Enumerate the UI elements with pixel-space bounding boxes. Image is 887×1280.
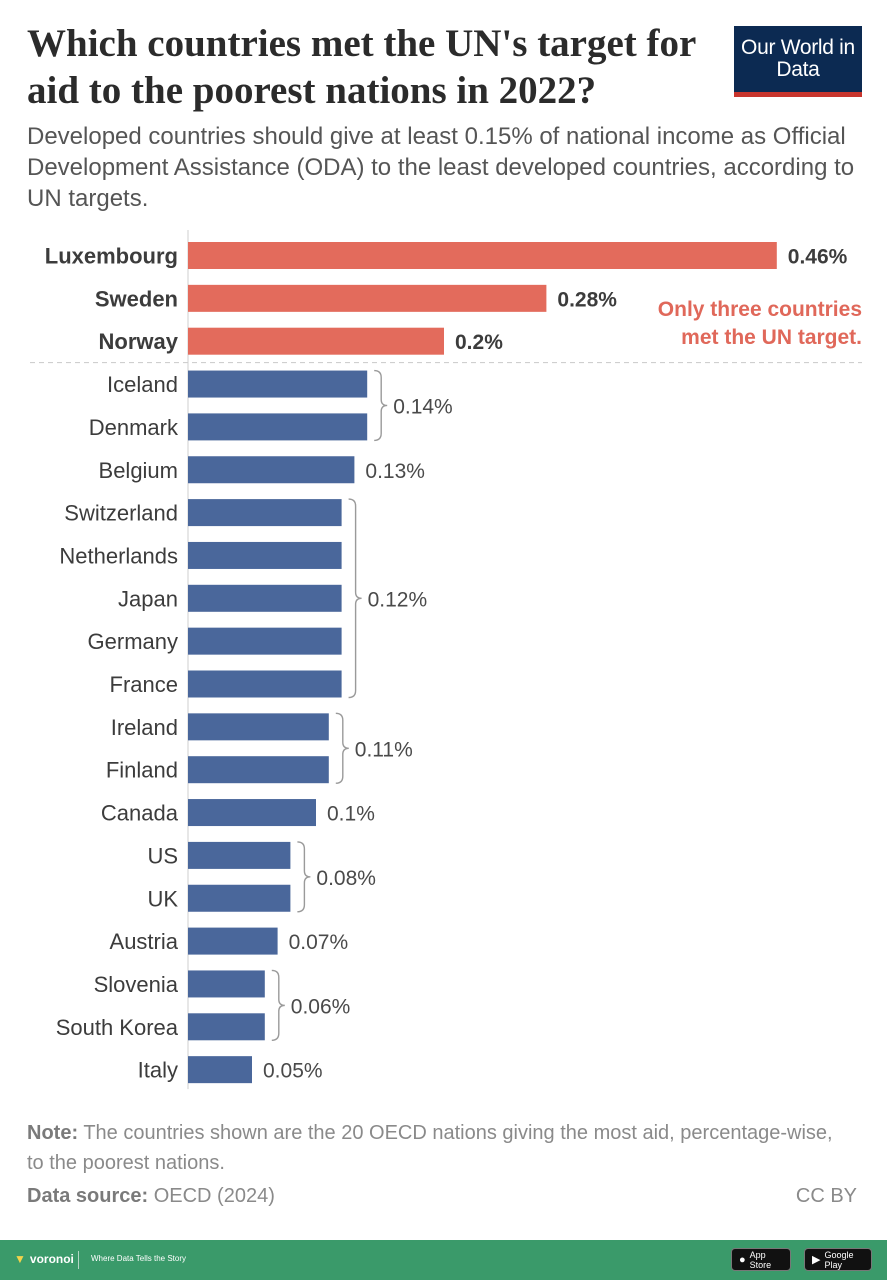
note-text: The countries shown are the 20 OECD nati… bbox=[27, 1122, 833, 1174]
bar-norway bbox=[188, 327, 444, 355]
voronoi-brand[interactable]: ▼ voronoi bbox=[14, 1252, 74, 1266]
bar-netherlands bbox=[188, 541, 342, 569]
bar-finland bbox=[188, 756, 329, 784]
category-label: South Korea bbox=[56, 1015, 179, 1040]
bar-italy bbox=[188, 1056, 252, 1084]
bar-ireland bbox=[188, 713, 329, 741]
group-brace bbox=[335, 712, 349, 784]
category-label: Denmark bbox=[89, 415, 179, 440]
category-label: Slovenia bbox=[94, 972, 179, 997]
bar-canada bbox=[188, 799, 316, 827]
apple-icon: ● bbox=[739, 1253, 746, 1266]
google-play-label: Google Play bbox=[824, 1249, 854, 1270]
footer-tagline: Where Data Tells the Story bbox=[91, 1254, 187, 1263]
value-label: 0.07% bbox=[289, 931, 349, 954]
bar-slovenia bbox=[188, 970, 265, 998]
category-label: Ireland bbox=[111, 715, 178, 740]
app-store-button[interactable]: ● App Store bbox=[731, 1248, 791, 1271]
owid-logo[interactable]: Our World in Data bbox=[734, 26, 862, 97]
value-label: 0.05% bbox=[263, 1060, 323, 1083]
category-label: Canada bbox=[101, 801, 179, 826]
annotation-line: met the UN target. bbox=[681, 326, 862, 349]
bar-sweden bbox=[188, 284, 547, 312]
category-label: Japan bbox=[118, 586, 178, 611]
value-label: 0.2% bbox=[455, 331, 503, 354]
category-label: Norway bbox=[99, 329, 179, 354]
voronoi-logo-icon: ▼ bbox=[14, 1252, 26, 1266]
data-source: Data source: OECD (2024) bbox=[27, 1185, 275, 1208]
value-label: 0.11% bbox=[355, 738, 413, 761]
bar-denmark bbox=[188, 413, 368, 441]
category-label: US bbox=[147, 843, 178, 868]
source-label: Data source: bbox=[27, 1185, 149, 1207]
category-label: Germany bbox=[88, 629, 178, 654]
app-store-label: App Store bbox=[749, 1249, 772, 1270]
group-brace bbox=[374, 369, 388, 442]
category-label: Finland bbox=[106, 758, 178, 783]
category-label: Luxembourg bbox=[45, 244, 178, 269]
group-brace bbox=[271, 969, 285, 1041]
value-label: 0.28% bbox=[557, 288, 617, 311]
note-label: Note: bbox=[27, 1122, 79, 1144]
category-label: France bbox=[110, 672, 178, 697]
category-label: Austria bbox=[110, 929, 179, 954]
chart-title: Which countries met the UN's target for … bbox=[27, 22, 696, 112]
footer-divider bbox=[78, 1251, 79, 1269]
value-label: 0.06% bbox=[291, 995, 351, 1018]
bar-south-korea bbox=[188, 1013, 265, 1041]
category-label: Switzerland bbox=[64, 501, 178, 526]
value-label: 0.12% bbox=[368, 588, 428, 611]
annotation-line: Only three countries bbox=[658, 298, 862, 321]
bar-germany bbox=[188, 627, 342, 655]
category-label: Sweden bbox=[95, 286, 178, 311]
category-label: Italy bbox=[138, 1058, 178, 1083]
bar-us bbox=[188, 841, 291, 869]
play-icon: ▶ bbox=[812, 1254, 821, 1266]
license-label: CC BY bbox=[795, 1185, 857, 1207]
bar-chart: Luxembourg Sweden Norway Iceland Denmark Belg… bbox=[30, 230, 862, 1090]
value-label: 0.08% bbox=[316, 867, 376, 890]
group-brace bbox=[297, 841, 311, 913]
bar-france bbox=[188, 670, 342, 698]
group-brace bbox=[348, 498, 362, 699]
bar-uk bbox=[188, 884, 291, 912]
bar-iceland bbox=[188, 370, 368, 398]
bar-switzerland bbox=[188, 499, 342, 527]
chart-subtitle: Developed countries should give at least… bbox=[27, 123, 855, 212]
bar-luxembourg bbox=[188, 242, 777, 269]
chart-note: Note: The countries shown are the 20 OEC… bbox=[27, 1118, 847, 1178]
category-label: UK bbox=[147, 886, 178, 911]
value-label: 0.14% bbox=[393, 395, 453, 418]
google-play-button[interactable]: ▶ Google Play bbox=[804, 1248, 872, 1271]
value-label: 0.46% bbox=[788, 246, 848, 269]
bar-japan bbox=[188, 584, 342, 612]
bar-austria bbox=[188, 927, 278, 955]
footer-bar: ▼ voronoi Where Data Tells the Story ● A… bbox=[0, 1240, 887, 1280]
category-label: Iceland bbox=[107, 372, 178, 397]
bar-belgium bbox=[188, 456, 355, 484]
logo-text: Our World in Data bbox=[741, 36, 855, 81]
value-label: 0.1% bbox=[327, 803, 375, 826]
category-label: Netherlands bbox=[59, 543, 178, 568]
category-label: Belgium bbox=[99, 458, 178, 483]
brand-name: voronoi bbox=[29, 1252, 74, 1266]
source-text: OECD (2024) bbox=[153, 1185, 275, 1207]
value-label: 0.13% bbox=[365, 460, 425, 483]
